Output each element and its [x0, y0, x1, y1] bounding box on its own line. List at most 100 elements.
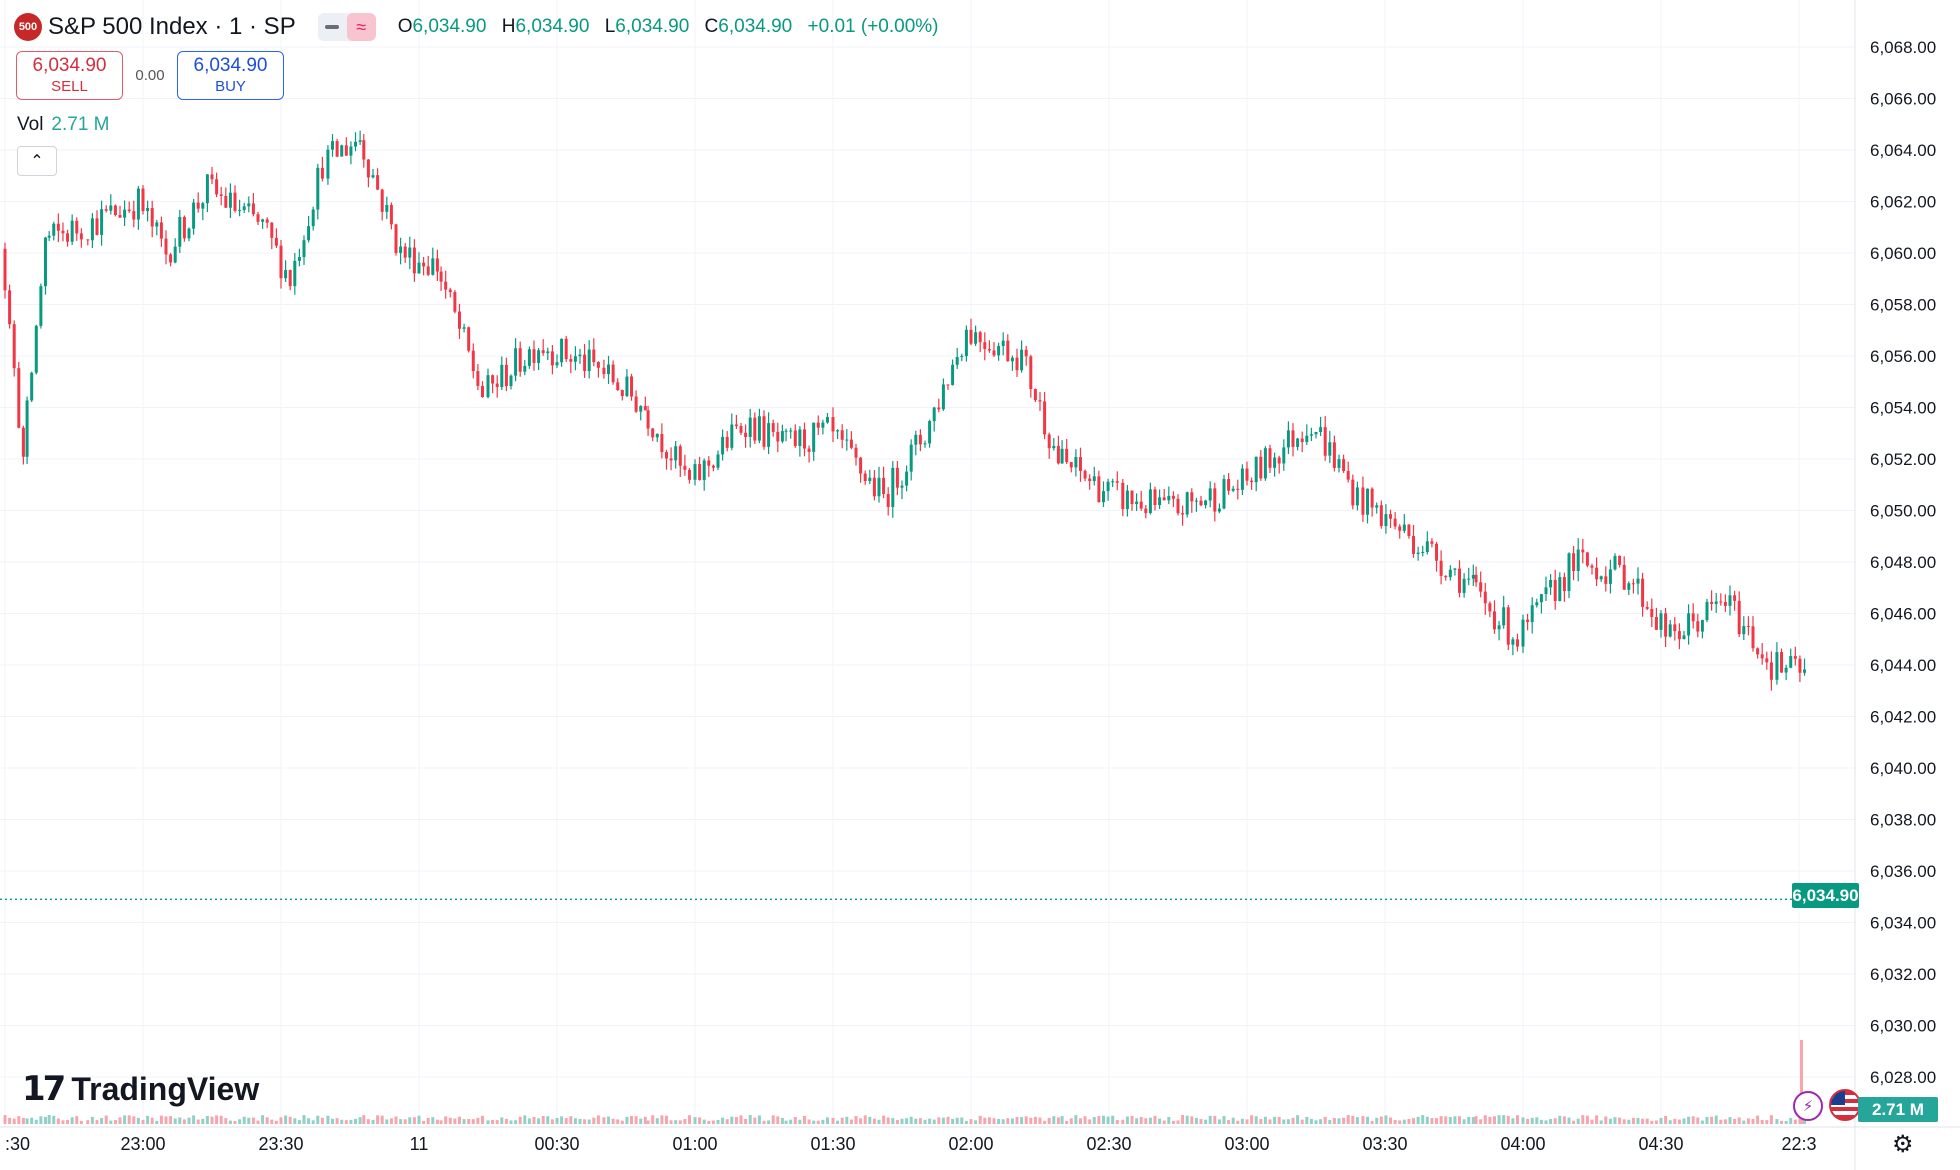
gear-icon[interactable]: ⚙	[1892, 1131, 1914, 1158]
candle-body	[739, 426, 743, 433]
volume-bar	[43, 1116, 47, 1124]
candle-body	[564, 338, 568, 360]
candle-body	[215, 179, 219, 195]
candle-body	[1430, 541, 1434, 544]
volume-bar	[831, 1117, 835, 1124]
volume-bar	[877, 1119, 881, 1124]
candle-body	[616, 382, 620, 391]
candle-body	[651, 428, 655, 438]
candle-body	[1677, 631, 1681, 640]
candle-body	[702, 460, 706, 480]
volume-bar	[620, 1120, 624, 1124]
us-flag-icon[interactable]	[1829, 1089, 1861, 1121]
volume-bar	[146, 1115, 150, 1124]
buy-button[interactable]: 6,034.90 BUY	[177, 51, 284, 100]
candle-body	[1101, 491, 1105, 503]
candle-body	[509, 375, 513, 387]
candle-body	[596, 362, 600, 368]
candle-body	[1038, 400, 1042, 402]
volume-bar	[1227, 1120, 1231, 1124]
candle-body	[326, 149, 330, 179]
volume-bar	[219, 1115, 223, 1124]
volume-bar	[1599, 1120, 1603, 1124]
candle-body	[491, 375, 495, 384]
chart-mode-toggle[interactable]: ≈	[317, 13, 376, 41]
volume-bar	[34, 1119, 38, 1124]
time-axis[interactable]: :30 23:00 23:30 11 00:30 01:00 01:30 02:00 02:30…	[5, 1134, 1817, 1154]
volume-bar	[1627, 1119, 1631, 1124]
candle-body	[1497, 625, 1501, 630]
low-label: L	[604, 16, 616, 37]
collapse-legend-button[interactable]: ⌃	[17, 146, 57, 176]
time-tick-label: 03:00	[1224, 1134, 1269, 1154]
volume-bar	[12, 1118, 16, 1124]
candle-body	[1535, 602, 1539, 606]
minus-icon[interactable]	[318, 13, 347, 41]
volume-bar	[964, 1120, 968, 1124]
volume-bar	[1319, 1119, 1323, 1124]
volume-bar	[951, 1118, 955, 1124]
candle-body	[61, 230, 65, 234]
candle-body	[1121, 482, 1125, 510]
price-axis[interactable]: 6,068.00 6,066.00 6,064.00 6,062.00 6,060.00…	[1870, 38, 1936, 1087]
candle-body	[316, 167, 320, 210]
volume-bar	[730, 1116, 734, 1124]
volume-bar	[326, 1115, 330, 1124]
volume-bar	[1544, 1120, 1548, 1124]
volume-bar	[1668, 1120, 1672, 1124]
candle-body	[1088, 478, 1092, 481]
volume-bar	[1497, 1115, 1501, 1124]
volume-bar	[1092, 1117, 1096, 1124]
volume-bar	[1296, 1115, 1300, 1124]
volume-bar	[284, 1115, 288, 1124]
price-tick-label: 6,052.00	[1870, 450, 1936, 469]
candle-body	[1760, 654, 1764, 659]
wave-icon[interactable]: ≈	[346, 13, 376, 41]
volume-bar	[757, 1115, 761, 1124]
volume-bar	[1379, 1116, 1383, 1124]
volume-bar	[987, 1117, 991, 1124]
volume-legend[interactable]: Vol 2.71 M	[17, 114, 110, 136]
volume-bar	[1078, 1118, 1082, 1124]
candle-body	[279, 245, 283, 279]
candle-body	[716, 454, 720, 468]
sell-label: SELL	[51, 77, 88, 95]
volume-bar	[1700, 1120, 1704, 1124]
volume-bar	[1636, 1117, 1640, 1124]
candle-body	[1751, 626, 1755, 649]
volume-bar	[891, 1118, 895, 1124]
sp500-logo-icon[interactable]: 500	[14, 13, 42, 41]
candle-body	[753, 417, 757, 441]
candle-body	[928, 421, 932, 444]
volume-bar	[1462, 1119, 1466, 1124]
candle-body	[1789, 656, 1793, 668]
candle-body	[1479, 582, 1483, 592]
volume-bar	[141, 1119, 145, 1124]
candle-body	[1474, 574, 1478, 583]
volume-bar	[1585, 1115, 1589, 1124]
candle-body	[1719, 601, 1723, 603]
volume-bar	[527, 1118, 531, 1124]
lightning-icon[interactable]: ⚡	[1793, 1091, 1823, 1121]
volume-bar	[362, 1115, 366, 1124]
candle-body	[335, 141, 339, 157]
volume-bar	[1416, 1116, 1420, 1124]
candle-body	[1803, 669, 1807, 673]
volume-bar	[307, 1118, 311, 1124]
volume-bar	[1361, 1116, 1365, 1124]
volume-bar	[1217, 1119, 1221, 1124]
volume-bar	[905, 1118, 909, 1124]
volume-bar	[261, 1115, 265, 1124]
volume-bar	[1622, 1119, 1626, 1124]
candle-body	[70, 220, 74, 242]
price-tick-label: 6,068.00	[1870, 38, 1936, 57]
change-value: +0.01 (+0.00%)	[807, 16, 939, 37]
candle-body	[964, 329, 968, 357]
symbol-title[interactable]: S&P 500 Index · 1 · SP	[48, 13, 296, 40]
volume-bar	[611, 1118, 615, 1124]
candle-body	[1291, 430, 1295, 447]
volume-bar	[288, 1116, 292, 1124]
sell-button[interactable]: 6,034.90 SELL	[16, 51, 123, 100]
volume-bar	[1065, 1120, 1069, 1124]
